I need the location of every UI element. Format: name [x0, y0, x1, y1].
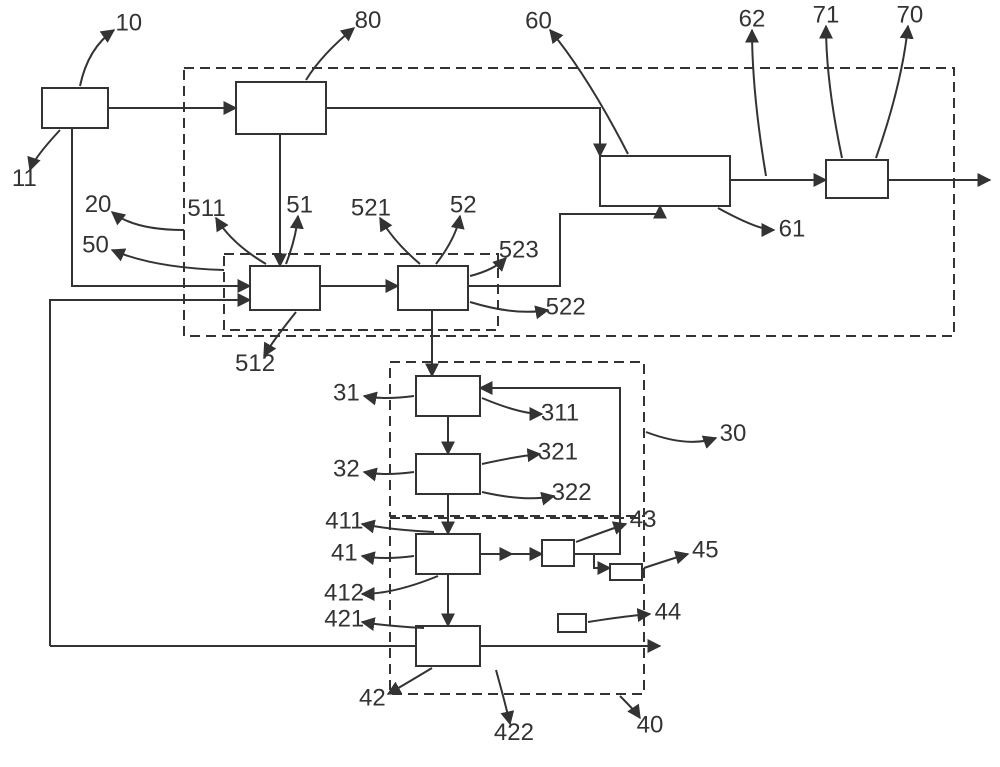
callout-leader-412: [362, 576, 438, 594]
callout-label-11: 11: [12, 165, 37, 192]
callout-label-61: 61: [779, 215, 806, 242]
connector: [468, 206, 660, 286]
callout-label-45: 45: [692, 537, 719, 564]
callout-leader-44: [588, 614, 650, 622]
connector: [574, 554, 610, 568]
block-diagram: 10 80 60 62 71 70 11 20 50 511 51 521 52 523 522 512 61 3…: [0, 0, 1000, 767]
callout-leader-80: [306, 28, 354, 80]
callout-label-412: 412: [324, 579, 364, 606]
block-b45: [610, 564, 642, 580]
callout-label-30: 30: [720, 420, 747, 447]
callout-leader-311: [482, 398, 542, 414]
callout-leader-20: [112, 212, 184, 230]
block-b51: [250, 266, 320, 310]
connector: [326, 108, 600, 156]
callout-leader-45: [644, 554, 688, 568]
block-b60: [600, 156, 730, 206]
callout-label-70: 70: [897, 1, 924, 28]
group-g40: [390, 518, 644, 694]
callout-leader-71: [826, 26, 842, 158]
callout-label-43: 43: [630, 506, 657, 533]
callout-label-60: 60: [525, 8, 552, 35]
callout-leader-61: [718, 208, 774, 230]
callout-label-522: 522: [546, 294, 586, 321]
callout-label-521: 521: [351, 195, 391, 222]
callout-label-42: 42: [359, 684, 386, 711]
block-b32: [416, 454, 480, 494]
callout-label-512: 512: [235, 350, 275, 377]
block-b43: [542, 540, 574, 566]
callout-leader-411: [362, 524, 434, 532]
callout-label-421: 421: [324, 606, 364, 633]
callout-leader-421: [362, 622, 424, 628]
callout-leader-70: [876, 26, 908, 158]
callout-leader-10: [80, 30, 114, 86]
callout-label-411: 411: [325, 507, 363, 534]
callout-leader-62: [752, 30, 766, 176]
block-b44: [558, 614, 586, 632]
callout-label-71: 71: [813, 1, 840, 28]
callout-label-40: 40: [637, 712, 664, 739]
callout-label-80: 80: [355, 7, 382, 34]
callout-label-51: 51: [286, 191, 313, 218]
callout-label-322: 322: [552, 479, 592, 506]
block-b52: [398, 266, 468, 310]
callout-label-511: 511: [187, 195, 225, 222]
block-b31: [416, 376, 480, 416]
callout-leader-52: [436, 216, 460, 264]
block-b70: [826, 160, 888, 198]
callout-leader-41: [362, 556, 414, 558]
callout-label-311: 311: [541, 399, 579, 426]
callout-leader-521: [380, 218, 420, 264]
callout-label-422: 422: [494, 719, 534, 746]
callout-label-52: 52: [450, 192, 477, 219]
callout-leader-422: [496, 670, 510, 724]
callout-label-31: 31: [333, 379, 360, 406]
callout-leader-30: [646, 432, 716, 442]
callout-label-10: 10: [115, 10, 142, 37]
callout-label-20: 20: [85, 191, 112, 218]
callout-label-32: 32: [333, 455, 360, 482]
callout-label-50: 50: [82, 231, 109, 258]
group-g30: [390, 362, 644, 516]
callout-leader-60: [550, 30, 628, 154]
block-b41: [416, 534, 480, 574]
callout-leader-50: [112, 250, 224, 270]
connector: [50, 300, 108, 646]
callout-leader-321: [482, 454, 540, 464]
block-b42: [416, 626, 480, 666]
callout-leader-31: [364, 396, 414, 398]
callout-leader-51: [286, 216, 298, 264]
callout-label-41: 41: [331, 540, 358, 567]
callout-label-62: 62: [739, 5, 766, 32]
block-b10: [42, 88, 108, 128]
callout-leader-522: [470, 302, 548, 312]
callout-leader-42: [388, 668, 432, 694]
callout-label-44: 44: [655, 599, 682, 626]
callout-label-523: 523: [499, 236, 539, 263]
callout-leader-43: [576, 524, 626, 542]
block-b80: [236, 82, 326, 134]
callout-label-321: 321: [538, 438, 578, 465]
callout-leader-322: [482, 492, 554, 498]
